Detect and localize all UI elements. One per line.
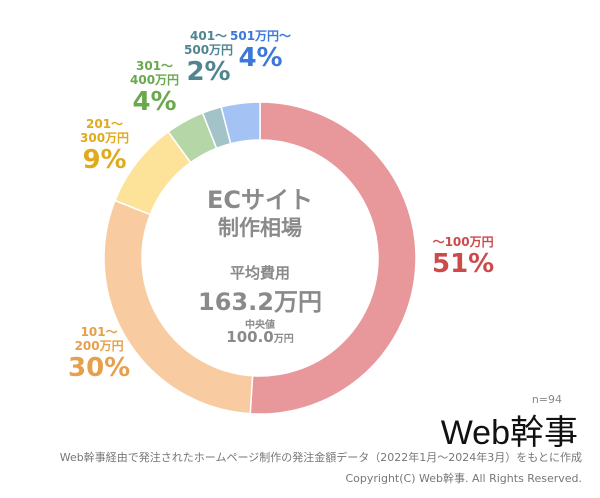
center-subtitle: 制作相場 xyxy=(218,216,302,240)
label-0-100: 〜100万円 51% xyxy=(432,235,495,279)
label-201-300: 201〜 300万円 9% xyxy=(80,117,130,175)
donut-slice-0 xyxy=(249,101,417,415)
label-501-plus: 501万円〜 4% xyxy=(230,29,292,73)
average-label: 平均費用 xyxy=(229,264,290,282)
median-value: 100.0万円 xyxy=(226,328,294,346)
copyright: Copyright(C) Web幹事. All Rights Reserved. xyxy=(345,472,582,485)
web-kanji-logo: Web幹事 xyxy=(440,414,578,452)
median-label: 中央値 xyxy=(245,320,275,331)
center-title: ECサイト xyxy=(206,186,313,214)
label-301-400: 301〜 400万円 4% xyxy=(130,59,180,117)
label-101-200: 101〜 200万円 30% xyxy=(68,325,131,383)
average-value: 163.2万円 xyxy=(198,288,322,316)
label-401-500: 401〜 500万円 2% xyxy=(184,29,234,87)
donut-slice-5 xyxy=(220,101,261,145)
source-note: Web幹事経由で発注されたホームページ制作の発注金額データ（2022年1月〜20… xyxy=(59,451,582,464)
sample-size: n=94 xyxy=(531,393,562,406)
